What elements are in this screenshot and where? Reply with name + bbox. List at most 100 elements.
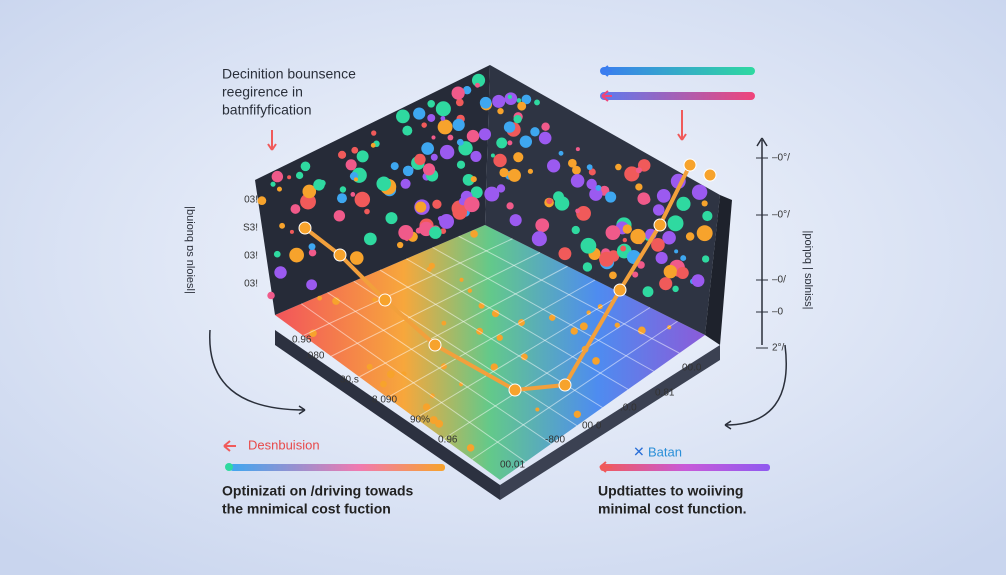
dot <box>496 137 508 149</box>
dot <box>568 158 577 168</box>
dot <box>471 73 486 87</box>
dot <box>558 150 564 156</box>
dot <box>422 163 436 176</box>
dot <box>273 250 281 258</box>
dot <box>538 131 552 145</box>
dot <box>300 161 311 172</box>
dot <box>497 107 504 115</box>
dot <box>455 98 464 107</box>
dot <box>632 271 639 278</box>
dot <box>363 232 377 246</box>
floor-grid <box>471 320 678 460</box>
caption-left: the mnimical cost fuction <box>222 501 391 517</box>
dot <box>659 277 673 291</box>
arrow <box>677 110 687 141</box>
curve-points <box>298 158 717 397</box>
floor-grid <box>405 258 629 390</box>
floor-label: 00 0 <box>582 421 602 432</box>
decor <box>257 73 713 463</box>
curve-point <box>298 221 312 235</box>
dot <box>302 184 317 199</box>
dot <box>571 225 580 235</box>
dot <box>576 206 591 221</box>
dot <box>432 199 442 209</box>
dot <box>270 181 276 187</box>
dot <box>496 334 503 341</box>
dot <box>575 208 580 214</box>
dot <box>535 218 550 233</box>
dot <box>437 119 453 135</box>
dot <box>451 86 465 100</box>
dot <box>534 99 540 106</box>
dot <box>580 237 597 254</box>
curve-point <box>558 378 572 392</box>
arrow <box>724 344 787 430</box>
dot <box>390 162 399 171</box>
floor-label: 8.090 <box>372 395 397 406</box>
dot <box>279 222 286 229</box>
dot <box>470 176 477 183</box>
dot <box>398 225 414 241</box>
box <box>255 65 732 500</box>
floor-label: 00.0 <box>682 363 702 374</box>
arrow-bar <box>600 67 755 75</box>
title-line: batnfifyfication <box>222 102 312 118</box>
dot <box>663 264 678 279</box>
caption-right: Updtiattes to woiiving <box>598 483 743 499</box>
dot <box>635 167 642 174</box>
dot <box>257 196 267 206</box>
base-right <box>500 345 720 500</box>
dot <box>630 228 646 245</box>
curve-point <box>613 283 627 297</box>
floor <box>275 225 705 480</box>
dot <box>691 274 705 288</box>
floor-label: 0.96 <box>292 335 312 346</box>
floor-label: 90% <box>410 415 430 426</box>
dot <box>402 125 413 136</box>
arrow <box>599 461 612 473</box>
dot <box>667 215 684 232</box>
dot <box>530 127 540 137</box>
dot <box>676 266 689 280</box>
curve-point <box>508 383 522 397</box>
dot <box>655 251 668 265</box>
floor-grid <box>443 307 651 440</box>
dot <box>364 208 370 215</box>
left-tick-label: 03! <box>244 195 258 206</box>
dot <box>380 380 387 388</box>
dot <box>456 138 464 146</box>
right-tick-label: –0°/ <box>772 210 790 221</box>
dot <box>582 262 593 272</box>
dot <box>466 444 475 452</box>
dot <box>290 204 301 214</box>
dot <box>484 186 500 202</box>
left-tick-label: 03! <box>244 251 258 262</box>
arrow-bar <box>600 92 755 100</box>
dot <box>572 165 581 175</box>
dot <box>338 150 347 159</box>
dot <box>662 230 676 245</box>
left-tick-label: 03! <box>244 279 258 290</box>
dot <box>641 194 651 205</box>
dot <box>459 277 464 282</box>
dot <box>656 189 671 203</box>
arrow <box>267 130 277 151</box>
dot <box>546 159 561 173</box>
dot <box>413 107 426 120</box>
dot <box>570 327 578 335</box>
dot <box>490 153 495 158</box>
dot <box>637 261 645 269</box>
dot <box>570 173 585 188</box>
floor-label: 0.96 <box>438 435 458 446</box>
title-line: Decinition bounsence <box>222 66 356 82</box>
dot <box>267 291 275 300</box>
left-axis-label: |buionq ɒs nloiesl| <box>184 206 196 294</box>
dot <box>676 196 691 211</box>
dot <box>519 135 533 148</box>
dot <box>605 225 621 241</box>
dot <box>586 164 593 171</box>
curve-point <box>428 338 442 352</box>
left-tick-label: S3! <box>243 223 258 234</box>
arrow <box>223 440 236 452</box>
dot <box>490 363 498 371</box>
